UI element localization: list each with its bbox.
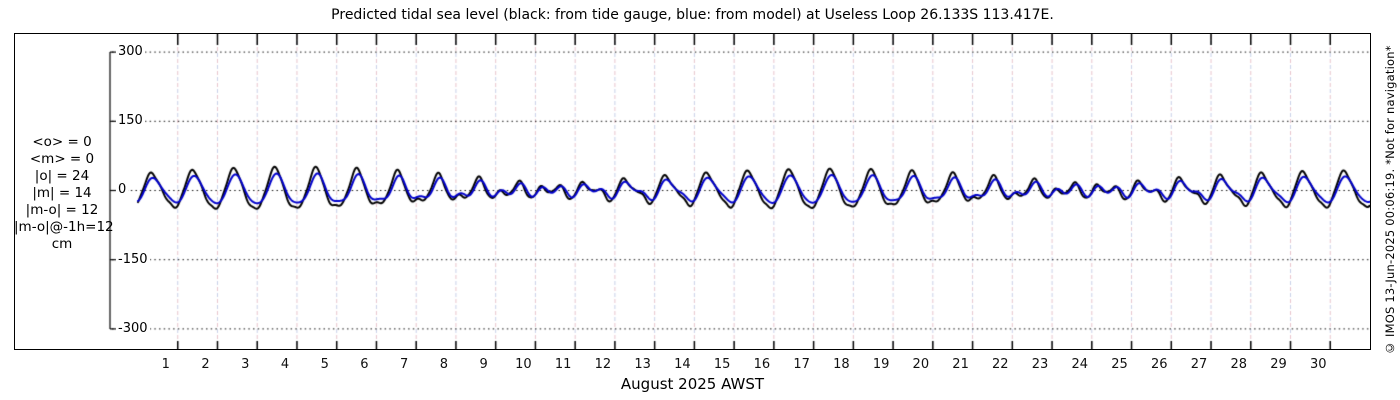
chart-title: Predicted tidal sea level (black: from t… <box>331 7 1054 23</box>
x-tick-label: 3 <box>241 357 250 372</box>
x-tick-label: 18 <box>833 357 850 372</box>
x-tick-label: 5 <box>320 357 329 372</box>
x-tick-label: 12 <box>594 357 612 372</box>
x-tick-label: 16 <box>753 357 771 372</box>
y-tick-label-150: 150 <box>116 113 145 129</box>
stat-rms-observed: |o| = 24 <box>34 168 90 184</box>
y-tick-label-neg150: -150 <box>116 252 150 268</box>
stat-rms-model: |m| = 14 <box>32 185 92 201</box>
x-tick-label: 26 <box>1151 357 1168 372</box>
x-tick-label: 17 <box>793 357 810 372</box>
x-tick-label: 4 <box>280 357 290 372</box>
x-tick-label: 6 <box>360 357 369 372</box>
x-tick-label: 2 <box>201 357 210 372</box>
stat-mean-observed: <o> = 0 <box>32 134 92 150</box>
y-tick-label-0: 0 <box>116 182 129 198</box>
stat-rms-difference: |m-o| = 12 <box>25 202 99 218</box>
stat-unit: cm <box>51 236 73 252</box>
stat-rms-diff-lagged: |m-o|@-1h=12 <box>14 219 114 235</box>
x-tick-label: 9 <box>479 357 488 372</box>
imos-watermark: © IMOS 13-Jun-2025 00:06:19. *Not for na… <box>1383 45 1397 355</box>
x-tick-label: 1 <box>161 357 170 372</box>
x-tick-label: 25 <box>1111 357 1128 372</box>
x-tick-label: 29 <box>1270 357 1287 372</box>
x-tick-label: 28 <box>1230 357 1248 372</box>
x-tick-label: 15 <box>713 357 731 372</box>
x-tick-label: 27 <box>1190 357 1208 372</box>
x-tick-label: 19 <box>872 357 890 372</box>
x-axis-title: August 2025 AWST <box>620 375 765 393</box>
x-tick-label: 20 <box>912 357 930 372</box>
x-tick-label: 8 <box>439 357 449 372</box>
x-tick-label: 7 <box>400 357 409 372</box>
x-tick-label: 30 <box>1309 357 1327 372</box>
x-tick-label: 10 <box>515 357 532 372</box>
x-tick-label: 21 <box>952 357 969 372</box>
tide-series-plot <box>106 34 1370 349</box>
x-tick-label: 14 <box>674 357 691 372</box>
x-tick-label: 13 <box>634 357 651 372</box>
y-tick-label-neg300: -300 <box>116 321 150 337</box>
x-tick-label: 11 <box>554 357 572 372</box>
x-tick-label: 23 <box>1031 357 1049 372</box>
y-tick-label-300: 300 <box>116 44 145 60</box>
stat-mean-model: <m> = 0 <box>29 151 95 167</box>
stats-block: <o> = 0 <m> = 0 |o| = 24 |m| = 14 |m-o| … <box>14 134 114 253</box>
x-tick-label: 22 <box>992 357 1009 372</box>
x-tick-label: 24 <box>1071 357 1089 372</box>
